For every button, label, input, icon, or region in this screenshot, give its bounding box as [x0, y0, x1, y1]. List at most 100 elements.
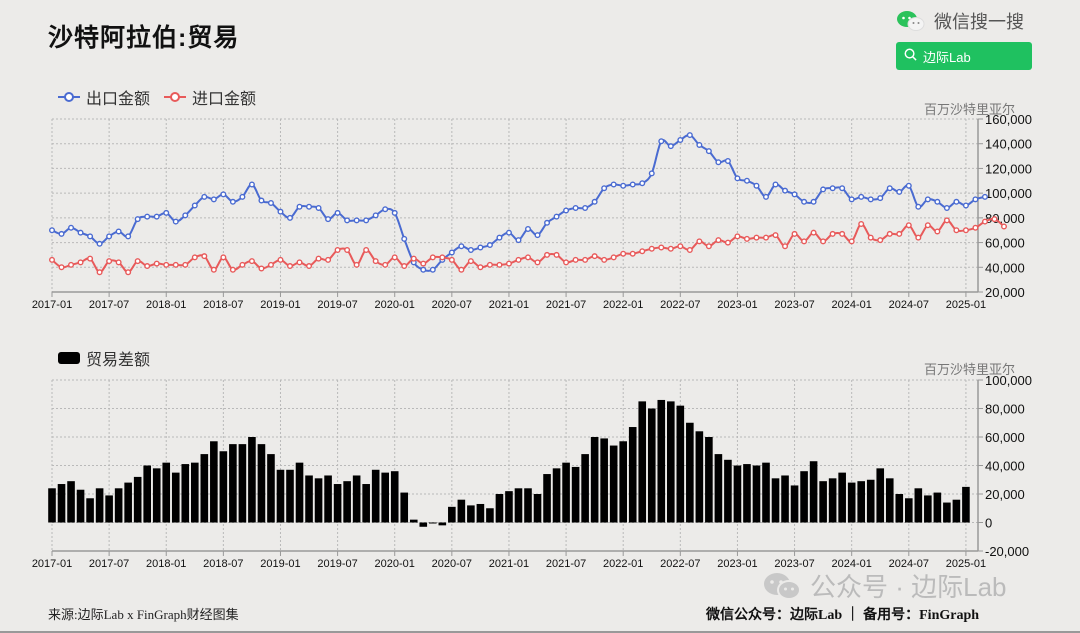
- data-point[interactable]: [344, 246, 351, 253]
- bar[interactable]: [143, 465, 151, 523]
- data-point[interactable]: [743, 235, 750, 242]
- data-point[interactable]: [334, 209, 341, 216]
- data-point[interactable]: [601, 256, 608, 263]
- data-point[interactable]: [391, 254, 398, 261]
- bar[interactable]: [457, 499, 466, 523]
- data-point[interactable]: [724, 239, 731, 246]
- data-point[interactable]: [220, 191, 227, 198]
- data-point[interactable]: [382, 206, 389, 213]
- data-point[interactable]: [448, 256, 455, 263]
- data-point[interactable]: [382, 261, 389, 268]
- data-point[interactable]: [601, 185, 608, 192]
- data-point[interactable]: [477, 264, 484, 271]
- data-point[interactable]: [505, 229, 512, 236]
- data-point[interactable]: [429, 266, 436, 273]
- data-point[interactable]: [496, 234, 503, 241]
- data-point[interactable]: [106, 258, 113, 265]
- data-point[interactable]: [724, 158, 731, 165]
- data-point[interactable]: [839, 230, 846, 237]
- bar[interactable]: [67, 481, 75, 523]
- bar[interactable]: [505, 491, 513, 523]
- data-point[interactable]: [77, 259, 84, 266]
- bar[interactable]: [219, 451, 228, 523]
- bar[interactable]: [495, 494, 504, 523]
- data-point[interactable]: [934, 198, 941, 205]
- bar[interactable]: [124, 482, 132, 523]
- data-point[interactable]: [848, 196, 855, 203]
- bar[interactable]: [305, 475, 313, 523]
- bottom-chart-legend[interactable]: 贸易差额: [58, 346, 150, 370]
- bar[interactable]: [571, 466, 580, 523]
- data-point[interactable]: [677, 243, 684, 250]
- data-point[interactable]: [201, 253, 208, 260]
- data-point[interactable]: [296, 259, 303, 266]
- bar[interactable]: [676, 405, 685, 523]
- bar[interactable]: [724, 459, 732, 523]
- data-point[interactable]: [972, 224, 979, 231]
- data-point[interactable]: [134, 258, 141, 265]
- data-point[interactable]: [49, 256, 56, 263]
- bar[interactable]: [76, 489, 85, 523]
- data-point[interactable]: [210, 196, 217, 203]
- bar[interactable]: [781, 475, 789, 523]
- data-point[interactable]: [325, 216, 332, 223]
- bar[interactable]: [114, 488, 123, 523]
- data-point[interactable]: [867, 234, 874, 241]
- data-point[interactable]: [667, 245, 674, 252]
- bar[interactable]: [714, 454, 723, 523]
- bar[interactable]: [800, 471, 808, 523]
- data-point[interactable]: [87, 233, 94, 240]
- data-point[interactable]: [163, 209, 170, 216]
- data-point[interactable]: [696, 238, 703, 245]
- data-point[interactable]: [153, 260, 160, 267]
- data-point[interactable]: [782, 243, 789, 250]
- bar[interactable]: [552, 468, 561, 523]
- data-point[interactable]: [191, 202, 198, 209]
- data-point[interactable]: [591, 198, 598, 205]
- data-point[interactable]: [801, 238, 808, 245]
- bar[interactable]: [200, 454, 209, 523]
- bar[interactable]: [276, 469, 285, 523]
- data-point[interactable]: [58, 230, 65, 237]
- data-point[interactable]: [705, 148, 712, 155]
- data-point[interactable]: [248, 258, 255, 265]
- bar[interactable]: [609, 445, 618, 523]
- data-point[interactable]: [353, 261, 360, 268]
- data-point[interactable]: [391, 209, 398, 216]
- data-point[interactable]: [420, 266, 427, 273]
- bar[interactable]: [933, 492, 942, 523]
- bar[interactable]: [257, 444, 266, 523]
- data-point[interactable]: [677, 137, 684, 144]
- data-point[interactable]: [734, 175, 741, 182]
- data-point[interactable]: [810, 198, 817, 205]
- bar[interactable]: [400, 492, 409, 523]
- bar[interactable]: [819, 481, 827, 523]
- bar[interactable]: [238, 444, 247, 523]
- data-point[interactable]: [648, 170, 655, 177]
- data-point[interactable]: [582, 256, 589, 263]
- bar[interactable]: [181, 464, 190, 523]
- data-point[interactable]: [125, 233, 132, 240]
- data-point[interactable]: [753, 182, 760, 189]
- data-point[interactable]: [201, 193, 208, 200]
- data-point[interactable]: [858, 193, 865, 200]
- data-point[interactable]: [125, 269, 132, 276]
- bar[interactable]: [628, 427, 637, 523]
- data-point[interactable]: [905, 222, 912, 229]
- data-point[interactable]: [829, 230, 836, 237]
- data-point[interactable]: [639, 248, 646, 255]
- data-point[interactable]: [248, 181, 255, 188]
- data-point[interactable]: [981, 218, 988, 225]
- data-point[interactable]: [943, 217, 950, 224]
- data-point[interactable]: [658, 244, 665, 251]
- bar[interactable]: [762, 462, 770, 523]
- bar[interactable]: [476, 503, 485, 523]
- bar[interactable]: [267, 454, 275, 523]
- data-point[interactable]: [915, 234, 922, 241]
- legend-item-exports[interactable]: 出口金额: [58, 85, 150, 109]
- data-point[interactable]: [115, 259, 122, 266]
- data-point[interactable]: [172, 261, 179, 268]
- data-point[interactable]: [772, 232, 779, 239]
- bar[interactable]: [905, 498, 913, 523]
- data-point[interactable]: [953, 227, 960, 234]
